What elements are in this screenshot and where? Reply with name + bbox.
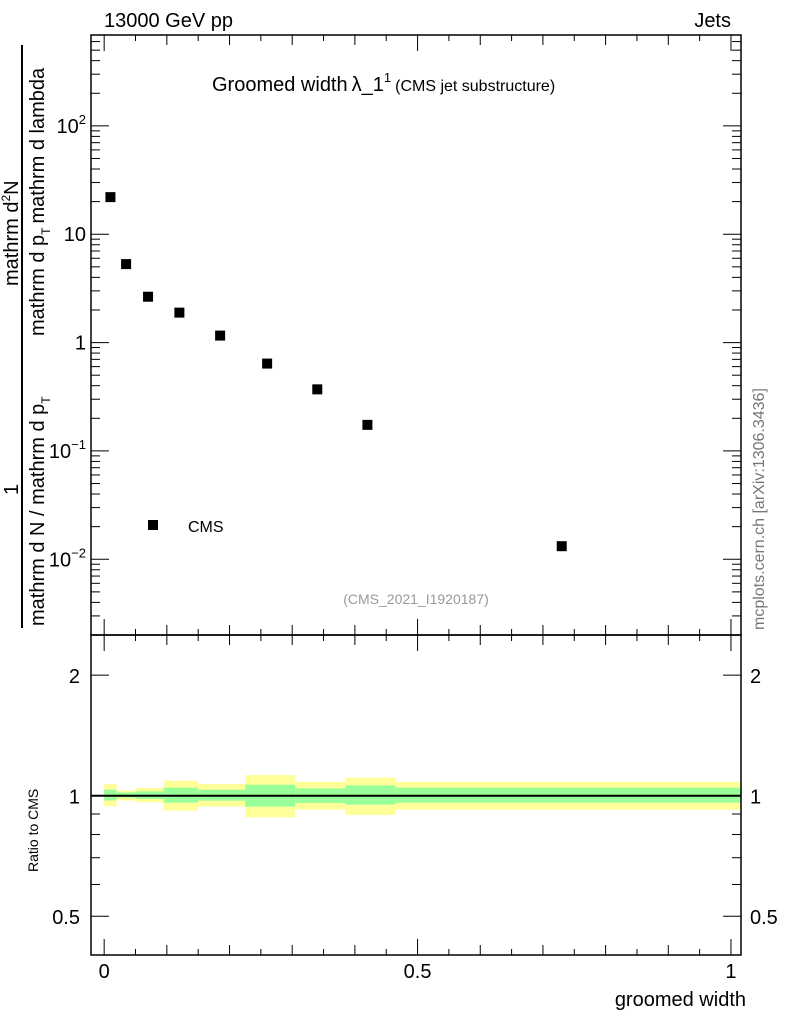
x-tick-label: 0: [99, 961, 110, 983]
ylabel-num2: mathrm d2N: [0, 180, 23, 286]
watermark: (CMS_2021_I1920187): [343, 591, 489, 607]
data-point: [312, 384, 323, 395]
title-text: Groomed width: [212, 74, 348, 96]
side-label: mcplots.cern.ch [arXiv:1306.3436]: [751, 388, 768, 630]
y-tick-label: 1: [75, 333, 86, 355]
ratio-y-tick-label-right: 1: [750, 787, 761, 809]
data-point: [215, 330, 226, 341]
ratio-y-tick-label-right: 2: [750, 666, 761, 688]
data-point: [362, 419, 373, 430]
legend: CMS: [148, 519, 224, 536]
axis-ticks: [91, 35, 741, 956]
ylabel-den2: mathrm d pTmathrm d lambda: [27, 67, 53, 336]
title-suffix: (CMS jet substructure): [395, 78, 555, 95]
title-sup: 1: [384, 70, 391, 85]
title-symbol: λ_1: [352, 74, 384, 96]
data-point: [174, 307, 185, 318]
ylabel-num1: 1: [1, 484, 23, 495]
data-point: [262, 358, 273, 369]
ratio-bands: [91, 775, 741, 818]
data-point: [121, 259, 132, 270]
ylabel-den1: mathrm d N / mathrm d pT: [27, 396, 53, 626]
ratio-y-tick-label-left: 0.5: [52, 907, 80, 929]
x-axis-label: groomed width: [615, 989, 746, 1011]
header-process: Jets: [694, 10, 731, 32]
y-tick-label: 102: [57, 112, 86, 138]
data-point: [556, 541, 567, 552]
header-energy: 13000 GeV pp: [104, 10, 233, 32]
data-point: [105, 192, 116, 203]
y-tick-label: 10−2: [49, 545, 86, 571]
ratio-y-tick-label-right: 0.5: [750, 907, 778, 929]
legend-label: CMS: [188, 519, 224, 536]
y-axis-label: 1 mathrm d2N mathrm d N / mathrm d pT ma…: [0, 45, 53, 628]
y-tick-label: 10: [64, 224, 86, 246]
chart-title: Groomed width λ_11 (CMS jet substructure): [212, 70, 555, 96]
data-points: [105, 192, 567, 552]
y-tick-label: 10−1: [49, 437, 86, 463]
data-point: [143, 291, 154, 302]
tick-labels: 10−2 10−1 1 10 102 0.5 0.5 1 1 2 2 0 0.5 1: [49, 112, 778, 983]
ratio-y-tick-label-left: 1: [69, 787, 80, 809]
legend-marker: [148, 520, 158, 530]
ratio-frame: [90, 634, 742, 956]
ratio-y-tick-label-left: 2: [69, 666, 80, 688]
main-frame: [90, 34, 742, 636]
ratio-ylabel: Ratio to CMS: [25, 789, 41, 872]
x-tick-label: 0.5: [404, 961, 432, 983]
x-tick-label: 1: [725, 961, 736, 983]
